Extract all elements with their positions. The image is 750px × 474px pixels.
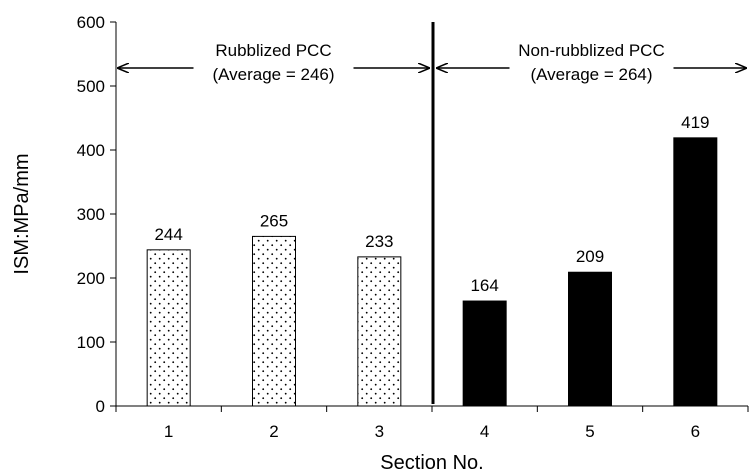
- annotation-nonrubblized-average: (Average = 264): [530, 65, 652, 84]
- data-label: 233: [365, 232, 393, 251]
- x-tick-label: 2: [269, 422, 278, 441]
- y-axis-ticks: 0 100 200 300 400 500 600: [77, 13, 116, 416]
- bar: [146, 249, 191, 407]
- data-label: 419: [681, 113, 709, 132]
- bar: [252, 235, 296, 407]
- bar: [568, 271, 612, 407]
- x-tick-label: 4: [480, 422, 489, 441]
- y-tick-label: 600: [77, 13, 105, 32]
- x-axis-ticks: 1 2 3 4 5 6: [115, 406, 749, 441]
- x-tick-label: 5: [585, 422, 594, 441]
- y-tick-label: 200: [77, 269, 105, 288]
- y-axis-title: ISM:MPa/mm: [11, 153, 33, 274]
- data-labels: 244 265 233 164 209 419: [154, 113, 709, 295]
- bar: [357, 256, 402, 407]
- y-tick-label: 100: [77, 333, 105, 352]
- annotation-nonrubblized-title: Non-rubblized PCC: [518, 41, 664, 60]
- y-tick-label: 0: [96, 397, 105, 416]
- annotation-rubblized-average: (Average = 246): [212, 65, 334, 84]
- bar: [673, 137, 718, 407]
- data-label: 209: [576, 247, 604, 266]
- x-tick-label: 3: [375, 422, 384, 441]
- x-tick-label: 1: [164, 422, 173, 441]
- bars: [146, 137, 718, 407]
- data-label: 244: [154, 225, 182, 244]
- annotations: Rubblized PCC (Average = 246) Non-rubblize…: [118, 41, 746, 84]
- y-tick-label: 400: [77, 141, 105, 160]
- y-tick-label: 500: [77, 77, 105, 96]
- x-tick-label: 6: [691, 422, 700, 441]
- x-axis-title: Section No.: [380, 452, 483, 474]
- data-label: 265: [260, 211, 288, 230]
- annotation-rubblized-title: Rubblized PCC: [215, 41, 331, 60]
- bar: [462, 300, 507, 407]
- y-tick-label: 300: [77, 205, 105, 224]
- data-label: 164: [470, 276, 498, 295]
